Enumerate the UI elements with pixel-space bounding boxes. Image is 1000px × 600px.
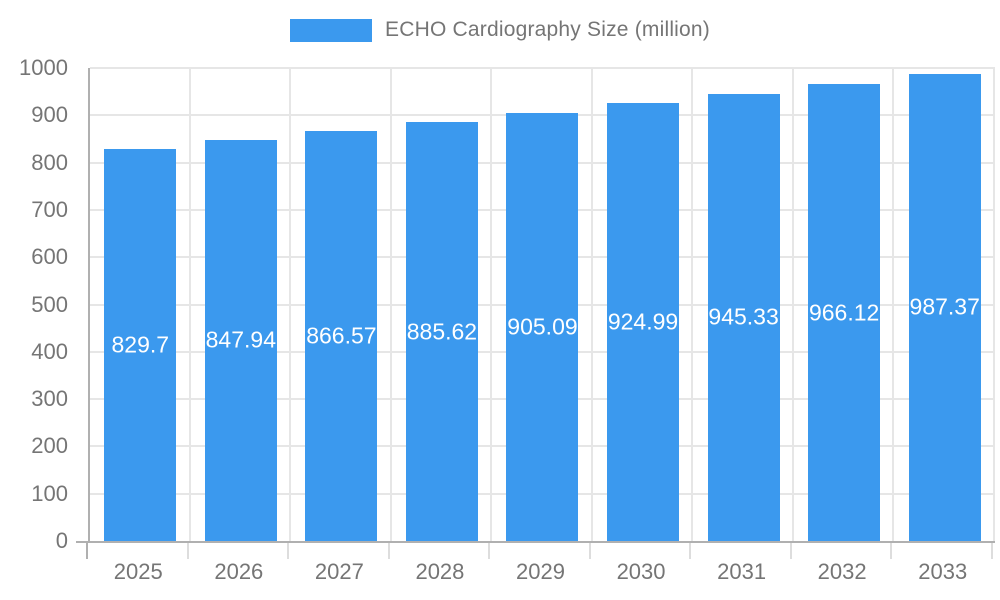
- zero-tick: [76, 541, 88, 543]
- x-axis: 2025 2026 2027 2028 2029 2030 2031 2032 2033: [88, 556, 993, 588]
- x-tick-label-2027: 2027: [314, 559, 364, 584]
- bar-slot: 847.94: [191, 68, 292, 541]
- bar-slot: 945.33: [693, 68, 794, 541]
- gridline-vertical: [389, 68, 392, 541]
- gridline-vertical: [691, 68, 694, 541]
- legend: ECHO Cardiography Size (million): [0, 18, 1000, 42]
- gridline-vertical: [289, 68, 292, 541]
- y-tick-label: 600: [31, 244, 68, 270]
- bar-2029[interactable]: 905.09: [506, 112, 579, 541]
- y-tick-label: 900: [31, 102, 68, 128]
- y-tick-label: 300: [31, 386, 68, 412]
- x-axis-tick: [789, 543, 792, 559]
- bar-2032[interactable]: 966.12: [808, 84, 881, 541]
- x-axis-tick: [186, 543, 189, 559]
- y-tick-label: 700: [31, 196, 68, 222]
- plot-area: 829.7 847.94 866.57 885.62 905.09 924.99 945.3…: [88, 67, 995, 543]
- bar-slot: 905.09: [492, 68, 593, 541]
- x-axis-tick: [287, 543, 290, 559]
- bar-2026[interactable]: 847.94: [204, 139, 277, 541]
- legend-swatch: [290, 18, 372, 42]
- bar-value-label: 885.62: [406, 318, 478, 345]
- x-axis-tick: [689, 543, 692, 559]
- y-axis-extension: [86, 541, 88, 559]
- gridline-vertical: [892, 68, 895, 541]
- x-tick-label-2025: 2025: [113, 559, 163, 584]
- y-tick-label: 500: [31, 291, 68, 317]
- y-tick-label: 200: [31, 433, 68, 459]
- bar-value-label: 987.37: [909, 293, 980, 320]
- bar-slot: 885.62: [392, 68, 493, 541]
- x-tick-label-2032: 2032: [817, 559, 867, 584]
- x-axis-ticks: [88, 543, 993, 559]
- gridline-vertical: [791, 68, 794, 541]
- x-axis-tick: [991, 543, 993, 559]
- x-axis-tick: [488, 543, 491, 559]
- y-tick-label: 800: [31, 149, 68, 175]
- bar-slot: 866.57: [291, 68, 392, 541]
- bar-2030[interactable]: 924.99: [607, 103, 680, 541]
- y-tick-label: 0: [55, 528, 68, 553]
- x-tick-label-2029: 2029: [516, 559, 565, 584]
- x-axis-tick: [588, 543, 591, 559]
- bar-value-label: 905.09: [507, 313, 578, 340]
- gridline-vertical: [490, 68, 493, 541]
- bar-value-label: 945.33: [708, 303, 779, 330]
- bar-value-label: 847.94: [205, 326, 276, 353]
- bar-slot: 987.37: [894, 68, 995, 541]
- bar-2031[interactable]: 945.33: [707, 93, 780, 541]
- bar-slot: 924.99: [593, 68, 694, 541]
- bar-2025[interactable]: 829.7: [104, 148, 177, 541]
- gridline-horizontal: [90, 67, 995, 69]
- bar-slot: 966.12: [794, 68, 895, 541]
- x-axis-tick: [387, 543, 390, 559]
- bar-2028[interactable]: 885.62: [405, 122, 478, 541]
- x-tick-label-2031: 2031: [717, 559, 767, 584]
- x-tick-label-2028: 2028: [415, 559, 465, 584]
- bar-value-label: 829.7: [111, 331, 170, 358]
- bar-2033[interactable]: 987.37: [908, 73, 981, 541]
- gridline-vertical: [590, 68, 593, 541]
- bar-value-label: 924.99: [607, 308, 679, 335]
- y-tick-label: 1000: [19, 55, 68, 80]
- gridline-vertical: [993, 68, 995, 541]
- x-tick-label-2030: 2030: [616, 559, 666, 584]
- x-axis-tick: [890, 543, 893, 559]
- bar-slot: 829.7: [90, 68, 191, 541]
- gridline-vertical: [188, 68, 191, 541]
- y-tick-label: 400: [31, 338, 68, 364]
- bar-value-label: 966.12: [808, 299, 880, 326]
- bar-2027[interactable]: 866.57: [305, 131, 378, 541]
- x-tick-label-2033: 2033: [918, 559, 968, 584]
- bar-value-label: 866.57: [306, 322, 377, 349]
- y-tick-label: 100: [31, 480, 68, 506]
- legend-label: ECHO Cardiography Size (million): [385, 18, 710, 41]
- x-tick-label-2026: 2026: [214, 559, 264, 584]
